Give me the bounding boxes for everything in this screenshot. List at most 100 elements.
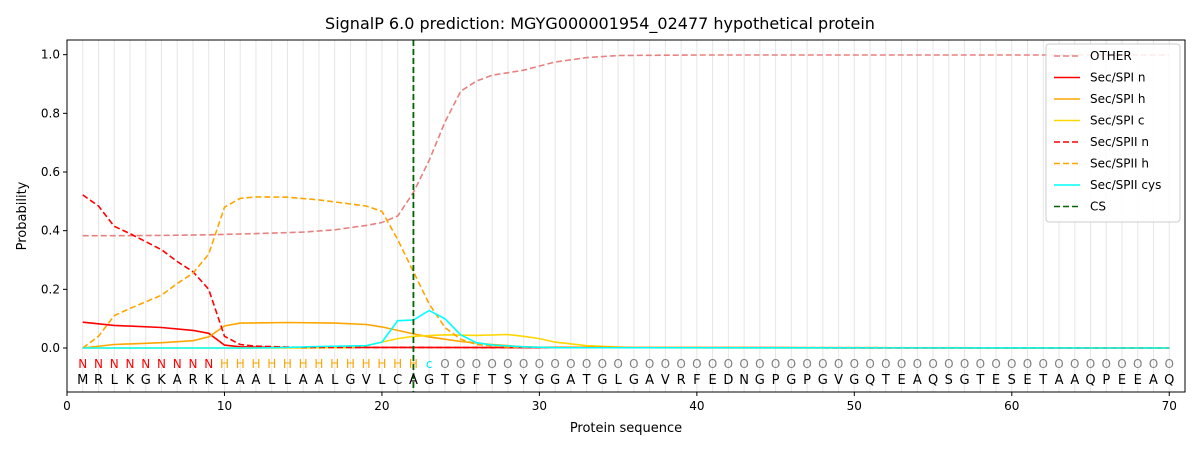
residue-label: A xyxy=(1149,373,1158,388)
region-label: H xyxy=(314,357,323,371)
region-label: O xyxy=(535,357,544,371)
residue-label: E xyxy=(1118,373,1126,388)
residue-label: C xyxy=(393,373,402,388)
residue-label: D xyxy=(723,373,733,388)
residue-label: E xyxy=(992,373,1000,388)
residue-label: E xyxy=(1134,373,1142,388)
legend-label: CS xyxy=(1090,200,1106,214)
legend-label: Sec/SPII h xyxy=(1090,157,1149,171)
residue-label: F xyxy=(693,373,700,388)
region-label: O xyxy=(519,357,528,371)
residue-label: L xyxy=(615,373,623,388)
region-label: O xyxy=(566,357,575,371)
series-line-sec-spii-h xyxy=(82,196,1170,349)
y-tick-label: 0.8 xyxy=(41,106,60,120)
residue-label: L xyxy=(378,373,386,388)
residue-label: G xyxy=(818,373,828,388)
legend-label: Sec/SPII n xyxy=(1090,135,1149,149)
residue-label: A xyxy=(566,373,575,388)
residue-label: L xyxy=(331,373,339,388)
series-lines xyxy=(82,54,1170,349)
residue-label: Q xyxy=(865,373,875,388)
region-label: H xyxy=(267,357,276,371)
region-label: O xyxy=(472,357,481,371)
residue-label: R xyxy=(188,373,197,388)
region-label: O xyxy=(645,357,654,371)
x-tick-label: 10 xyxy=(217,399,232,413)
series-line-sec-spi-n xyxy=(82,321,1170,349)
region-label: O xyxy=(724,357,733,371)
residue-label: A xyxy=(236,373,245,388)
x-tick-label: 0 xyxy=(63,399,71,413)
region-label: H xyxy=(409,357,418,371)
region-label: O xyxy=(503,357,512,371)
series-line-other xyxy=(82,54,1170,237)
residue-label: A xyxy=(173,373,182,388)
region-label: N xyxy=(188,357,197,371)
residue-label: A xyxy=(409,373,418,388)
residue-label: S xyxy=(504,373,512,388)
region-label: O xyxy=(802,357,811,371)
region-label: O xyxy=(692,357,701,371)
region-label: O xyxy=(1149,357,1158,371)
residue-label: V xyxy=(362,373,371,388)
y-tick-label: 0.2 xyxy=(41,282,60,296)
region-label: N xyxy=(157,357,166,371)
residue-label: G xyxy=(849,373,859,388)
region-label: O xyxy=(1165,357,1174,371)
region-label: O xyxy=(1054,357,1063,371)
axes: 0 10 20 30 40 50 60 70 0.0 0.2 0.4 0.6 0.8 1.0 xyxy=(41,48,1177,413)
region-label: N xyxy=(204,357,213,371)
residue-label: Y xyxy=(519,373,528,388)
legend-label: Sec/SPI c xyxy=(1090,114,1144,128)
region-label: N xyxy=(125,357,134,371)
residue-label: L xyxy=(268,373,276,388)
residue-label: S xyxy=(945,373,953,388)
y-axis-label: Probability xyxy=(15,181,30,250)
x-tick-label: 30 xyxy=(532,399,547,413)
residue-label: G xyxy=(786,373,796,388)
y-tick-label: 0.0 xyxy=(41,341,60,355)
region-label: O xyxy=(440,357,449,371)
residue-label: P xyxy=(772,373,780,388)
region-label: H xyxy=(236,357,245,371)
region-label: O xyxy=(755,357,764,371)
region-label: O xyxy=(976,357,985,371)
residue-label: L xyxy=(221,373,229,388)
region-label: H xyxy=(299,357,308,371)
series-line-sec-spii-n xyxy=(82,194,1170,349)
residue-label: N xyxy=(739,373,749,388)
residue-label: T xyxy=(440,373,449,388)
residue-label: G xyxy=(755,373,765,388)
region-label: O xyxy=(613,357,622,371)
residue-label: A xyxy=(645,373,654,388)
residue-label: E xyxy=(897,373,905,388)
residue-label: M xyxy=(77,373,88,388)
region-label: O xyxy=(944,357,953,371)
residue-label: V xyxy=(661,373,670,388)
residue-label: G xyxy=(345,373,355,388)
legend-label: Sec/SPI h xyxy=(1090,92,1145,106)
region-label: O xyxy=(629,357,638,371)
region-label: N xyxy=(94,357,103,371)
residue-label: K xyxy=(157,373,166,388)
residue-label: T xyxy=(975,373,984,388)
x-tick-label: 60 xyxy=(1004,399,1019,413)
region-label: H xyxy=(283,357,292,371)
region-label: O xyxy=(865,357,874,371)
residue-label: A xyxy=(913,373,922,388)
region-label: O xyxy=(598,357,607,371)
residue-label: P xyxy=(803,373,811,388)
region-label: O xyxy=(834,357,843,371)
region-label: O xyxy=(1039,357,1048,371)
residue-label: T xyxy=(582,373,591,388)
region-label: O xyxy=(1133,357,1142,371)
residue-label: A xyxy=(252,373,261,388)
y-tick-label: 1.0 xyxy=(41,48,60,62)
residue-label: G xyxy=(456,373,466,388)
region-label: H xyxy=(251,357,260,371)
residue-label: Q xyxy=(928,373,938,388)
region-label: O xyxy=(739,357,748,371)
region-label: N xyxy=(78,357,87,371)
